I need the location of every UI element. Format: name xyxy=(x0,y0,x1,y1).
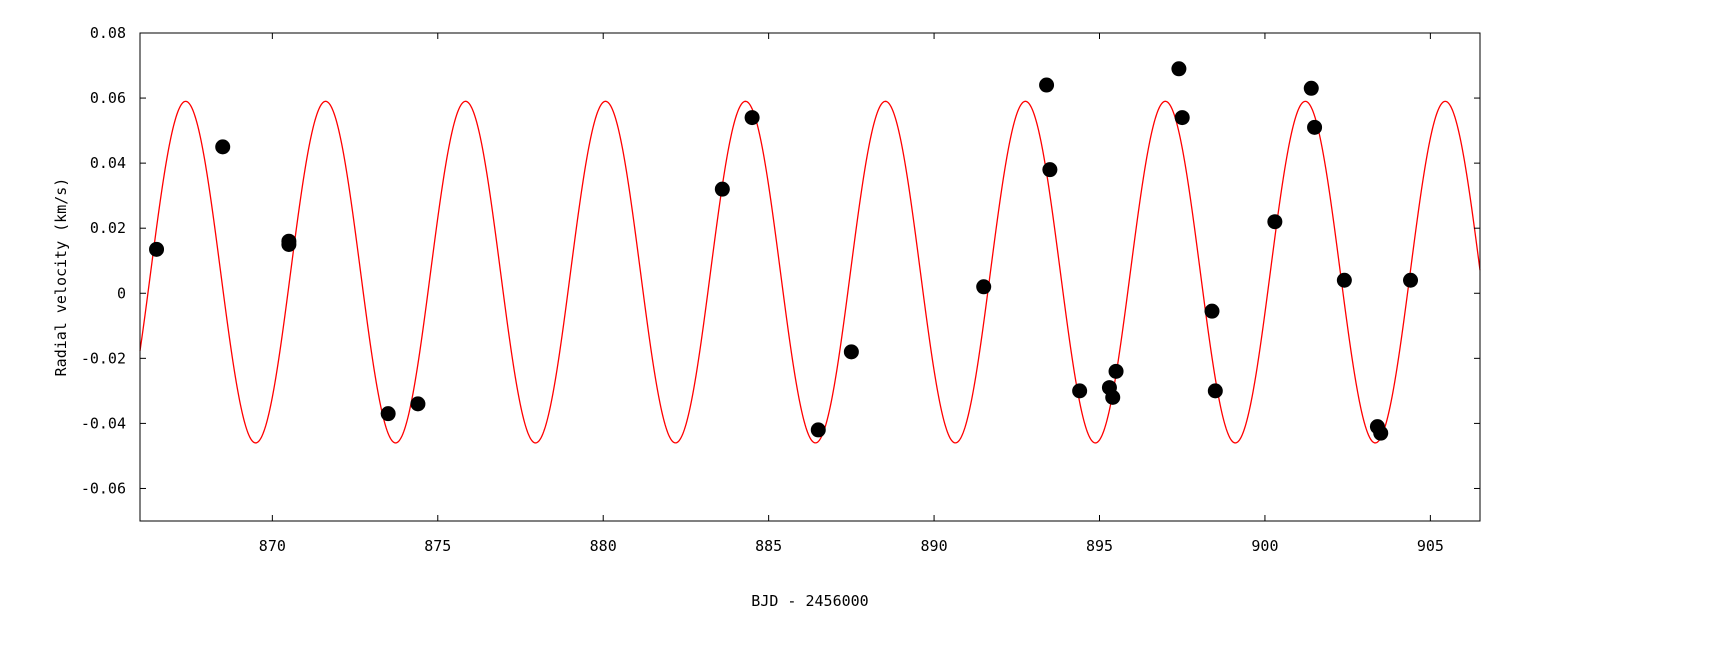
y-axis: -0.06 -0.04 -0.02 0 0.02 0.04 0.06 0.08 xyxy=(81,24,1480,497)
data-point xyxy=(1072,383,1088,399)
data-point xyxy=(714,181,730,197)
y-tick-label: -0.04 xyxy=(81,414,126,432)
y-tick-label: -0.02 xyxy=(81,349,126,367)
data-point xyxy=(1403,272,1419,288)
y-tick-label: 0.04 xyxy=(90,154,126,172)
data-point xyxy=(149,241,165,257)
data-points-layer xyxy=(149,61,1419,441)
data-point xyxy=(410,396,426,412)
x-tick-label: 875 xyxy=(424,537,451,555)
data-point xyxy=(1204,303,1220,319)
x-tick-label: 890 xyxy=(921,537,948,555)
x-tick-label: 900 xyxy=(1251,537,1278,555)
model-curve-layer xyxy=(139,100,1481,444)
x-axis-label: BJD - 2456000 xyxy=(751,592,868,610)
data-point xyxy=(1267,214,1283,230)
data-point xyxy=(1108,363,1124,379)
x-tick-label: 870 xyxy=(259,537,286,555)
data-point xyxy=(1174,110,1190,126)
data-point xyxy=(215,139,231,155)
y-tick-label: 0 xyxy=(117,284,126,302)
plot-frame xyxy=(139,32,1481,522)
data-point xyxy=(744,110,760,126)
data-point xyxy=(1336,272,1352,288)
data-point xyxy=(281,233,297,249)
x-tick-label: 880 xyxy=(590,537,617,555)
data-point xyxy=(843,344,859,360)
y-tick-label: 0.02 xyxy=(90,219,126,237)
y-tick-label: 0.08 xyxy=(90,24,126,42)
y-tick-label: -0.06 xyxy=(81,479,126,497)
y-tick-label: 0.06 xyxy=(90,89,126,107)
data-point xyxy=(1303,80,1319,96)
x-tick-label: 885 xyxy=(755,537,782,555)
model-fit-curve xyxy=(139,100,1481,444)
data-point xyxy=(810,422,826,438)
x-tick-label: 905 xyxy=(1417,537,1444,555)
y-axis-label: Radial velocity (km/s) xyxy=(52,178,70,377)
data-point xyxy=(1207,383,1223,399)
data-point xyxy=(1307,119,1323,135)
data-point xyxy=(380,406,396,422)
x-tick-label: 895 xyxy=(1086,537,1113,555)
data-point xyxy=(1171,61,1187,77)
x-axis: 870 875 880 885 890 895 900 905 xyxy=(259,33,1444,555)
data-point xyxy=(1373,425,1389,441)
data-point xyxy=(1039,77,1055,93)
data-point xyxy=(976,279,992,295)
data-point xyxy=(1042,162,1058,178)
data-point xyxy=(1105,389,1121,405)
